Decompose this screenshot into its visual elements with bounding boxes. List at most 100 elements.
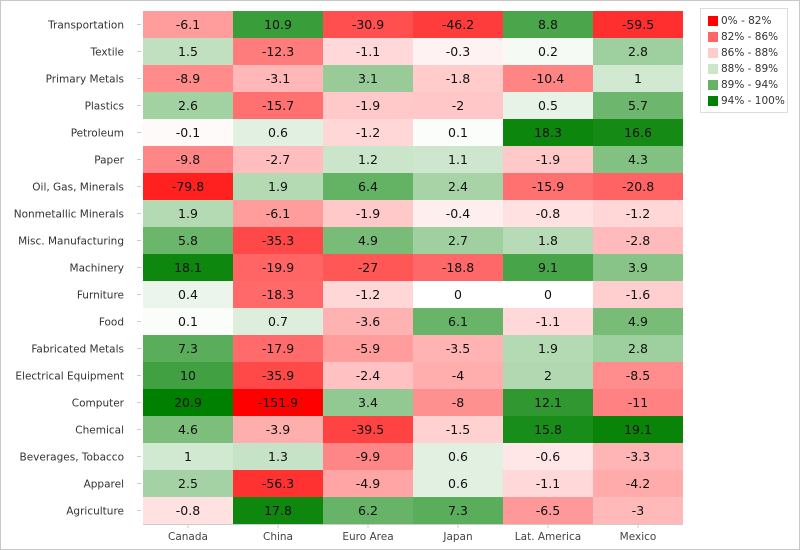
cell-value: 4.9 [628, 314, 648, 329]
legend-item: 94% - 100% [701, 93, 787, 109]
cell-value: 6.1 [448, 314, 468, 329]
cell-value: -15.7 [262, 98, 294, 113]
heatmap-cell [233, 308, 323, 335]
heatmap-cell [143, 281, 233, 308]
legend-item: 0% - 82% [701, 13, 787, 29]
heatmap-cell [143, 227, 233, 254]
heatmap-cell [593, 254, 683, 281]
row-label: Computer [72, 398, 125, 410]
heatmap-cell [323, 119, 413, 146]
cell-value: 2.8 [628, 341, 648, 356]
heatmap-cell [593, 146, 683, 173]
cell-value: -46.2 [442, 17, 474, 32]
cell-value: -18.8 [442, 260, 474, 275]
cell-value: 0.1 [448, 125, 468, 140]
heatmap-cell [503, 281, 593, 308]
cell-value: -3.9 [266, 422, 290, 437]
heatmap-cell [143, 119, 233, 146]
cell-value: 0.6 [448, 476, 468, 491]
heatmap-cell [323, 254, 413, 281]
cell-value: -8.5 [626, 368, 650, 383]
heatmap-cell [593, 443, 683, 470]
cell-value: -8.9 [176, 71, 200, 86]
cell-value: 0.6 [448, 449, 468, 464]
heatmap-cell [503, 119, 593, 146]
cell-value: -39.5 [352, 422, 384, 437]
heatmap-cell [413, 227, 503, 254]
cell-value: -1.8 [446, 71, 470, 86]
cell-value: 1.8 [538, 233, 558, 248]
cell-value: -6.5 [536, 503, 560, 518]
heatmap-cell [323, 443, 413, 470]
column-label: Mexico [620, 531, 657, 543]
cell-value: 6.2 [358, 503, 378, 518]
cell-value: 0.6 [268, 125, 288, 140]
cell-value: 4.3 [628, 152, 648, 167]
cell-value: -0.4 [446, 206, 470, 221]
heatmap-cell [323, 146, 413, 173]
cell-value: -6.1 [176, 17, 200, 32]
cell-value: 2.8 [628, 44, 648, 59]
cell-value: 1 [184, 449, 192, 464]
heatmap-cell [593, 281, 683, 308]
cell-value: -30.9 [352, 17, 384, 32]
heatmap-cell [503, 92, 593, 119]
cell-value: -1.2 [356, 125, 380, 140]
cell-value: -17.9 [262, 341, 294, 356]
cell-value: -1.9 [356, 206, 380, 221]
cell-value: 18.3 [534, 125, 562, 140]
heatmap-cell [413, 146, 503, 173]
cell-value: 7.3 [178, 341, 198, 356]
heatmap-cell [143, 200, 233, 227]
legend-item: 86% - 88% [701, 45, 787, 61]
cell-value: 5.8 [178, 233, 198, 248]
heatmap-cell [323, 362, 413, 389]
legend-label: 89% - 94% [721, 79, 779, 91]
heatmap-cell [323, 281, 413, 308]
heatmap-cell [503, 173, 593, 200]
column-label: Japan [442, 531, 472, 543]
heatmap-cell [503, 38, 593, 65]
heatmap-cell [593, 416, 683, 443]
row-label: Electrical Equipment [15, 371, 124, 383]
cell-value: 4.9 [358, 233, 378, 248]
cell-value: -0.1 [176, 125, 200, 140]
heatmap-cell [413, 119, 503, 146]
cell-value: -4.2 [626, 476, 650, 491]
cell-value: 0.2 [538, 44, 558, 59]
heatmap-cell [233, 281, 323, 308]
cell-value: -56.3 [262, 476, 294, 491]
cell-value: 10.9 [264, 17, 292, 32]
heatmap-cell [413, 92, 503, 119]
cell-value: -6.1 [266, 206, 290, 221]
cell-value: 2.4 [448, 179, 468, 194]
heatmap-cell [413, 335, 503, 362]
heatmap-cell [233, 389, 323, 416]
row-label: Food [99, 317, 124, 329]
cell-value: -3 [632, 503, 644, 518]
cell-value: -0.8 [176, 503, 200, 518]
heatmap-cell [593, 227, 683, 254]
heatmap-cell [503, 254, 593, 281]
row-label: Paper [94, 155, 124, 167]
heatmap-cell [143, 308, 233, 335]
heatmap-cell [233, 497, 323, 524]
heatmap-cell [503, 416, 593, 443]
legend-swatch [708, 80, 718, 90]
row-label: Primary Metals [46, 74, 124, 86]
legend-swatch [708, 64, 718, 74]
heatmap-cell [503, 200, 593, 227]
heatmap-cell [593, 362, 683, 389]
cell-value: 5.7 [628, 98, 648, 113]
heatmap-cell [323, 11, 413, 38]
heatmap-cell [323, 470, 413, 497]
cell-value: -1.5 [446, 422, 470, 437]
cell-value: -3.1 [266, 71, 290, 86]
heatmap-cell [593, 497, 683, 524]
legend-label: 0% - 82% [721, 15, 772, 27]
cell-value: 2.6 [178, 98, 198, 113]
heatmap-cell [413, 416, 503, 443]
heatmap-cell [593, 119, 683, 146]
row-label: Machinery [70, 263, 124, 275]
row-label: Agriculture [66, 506, 124, 518]
